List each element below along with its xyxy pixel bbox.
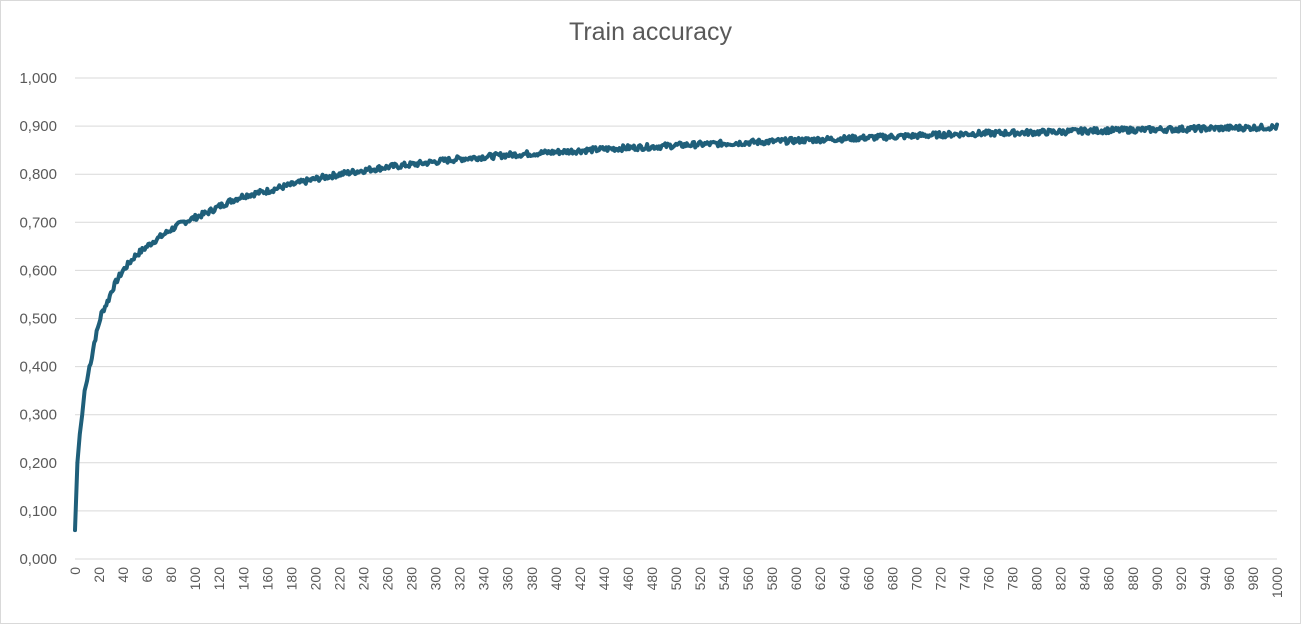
x-tick-label: 340 [476, 567, 492, 591]
y-tick-label: 0,100 [19, 503, 57, 520]
x-tick-label: 480 [644, 567, 660, 591]
y-tick-label: 0,500 [19, 311, 57, 328]
x-tick-label: 60 [139, 567, 155, 583]
x-tick-label: 1000 [1269, 567, 1285, 598]
x-tick-label: 180 [283, 567, 299, 591]
chart-title: Train accuracy [568, 18, 732, 46]
x-tick-label: 400 [548, 567, 564, 591]
x-tick-label: 960 [1221, 567, 1237, 591]
x-tick-label: 40 [115, 567, 131, 583]
x-tick-label: 80 [163, 567, 179, 583]
x-tick-label: 140 [235, 567, 251, 591]
x-tick-label: 620 [812, 567, 828, 591]
y-tick-label: 0,300 [19, 407, 57, 424]
y-tick-label: 0,600 [19, 262, 57, 279]
x-tick-label: 580 [764, 567, 780, 591]
y-tick-label: 0,400 [19, 359, 57, 376]
x-tick-label: 220 [331, 567, 347, 591]
x-tick-label: 380 [524, 567, 540, 591]
x-tick-label: 900 [1149, 567, 1165, 591]
x-tick-label: 780 [1005, 567, 1021, 591]
x-tick-label: 600 [788, 567, 804, 591]
x-tick-label: 360 [500, 567, 516, 591]
y-tick-label: 1,000 [19, 70, 57, 87]
x-tick-label: 20 [91, 567, 107, 583]
x-tick-label: 560 [740, 567, 756, 591]
series-line [73, 122, 1279, 533]
x-tick-label: 280 [404, 567, 420, 591]
x-tick-label: 240 [355, 567, 371, 591]
y-tick-label: 0,700 [19, 214, 57, 231]
x-tick-label: 300 [428, 567, 444, 591]
x-tick-label: 320 [452, 567, 468, 591]
x-tick-label: 200 [307, 567, 323, 591]
x-tick-label: 800 [1029, 567, 1045, 591]
y-tick-label: 0,900 [19, 118, 57, 135]
x-tick-label: 440 [596, 567, 612, 591]
x-tick-label: 420 [572, 567, 588, 591]
x-tick-label: 940 [1197, 567, 1213, 591]
x-tick-label: 860 [1101, 567, 1117, 591]
x-tick-label: 100 [187, 567, 203, 591]
x-tick-label: 680 [884, 567, 900, 591]
x-tick-label: 160 [259, 567, 275, 591]
y-tick-label: 0,800 [19, 166, 57, 183]
y-tick-label: 0,000 [19, 551, 57, 568]
x-tick-label: 720 [932, 567, 948, 591]
x-tick-label: 120 [211, 567, 227, 591]
x-tick-label: 880 [1125, 567, 1141, 591]
x-tick-label: 260 [380, 567, 396, 591]
x-tick-label: 540 [716, 567, 732, 591]
x-tick-label: 520 [692, 567, 708, 591]
x-tick-label: 640 [836, 567, 852, 591]
x-tick-label: 700 [908, 567, 924, 591]
y-tick-label: 0,200 [19, 455, 57, 472]
x-tick-label: 840 [1077, 567, 1093, 591]
x-tick-label: 740 [956, 567, 972, 591]
x-tick-label: 660 [860, 567, 876, 591]
x-tick-label: 820 [1053, 567, 1069, 591]
x-tick-label: 760 [981, 567, 997, 591]
x-tick-label: 0 [67, 567, 83, 575]
x-tick-label: 920 [1173, 567, 1189, 591]
x-tick-label: 460 [620, 567, 636, 591]
x-tick-label: 500 [668, 567, 684, 591]
x-tick-label: 980 [1245, 567, 1261, 591]
